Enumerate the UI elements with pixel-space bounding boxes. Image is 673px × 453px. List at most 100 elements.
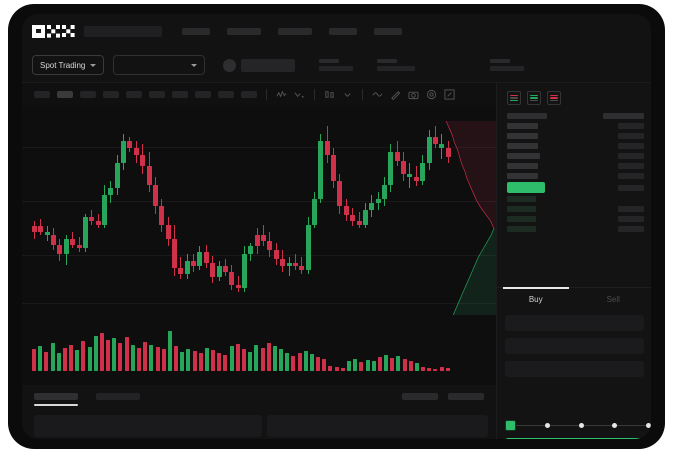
- camera-icon[interactable]: [408, 89, 419, 100]
- templates-icon[interactable]: [372, 89, 383, 100]
- tab-open-orders[interactable]: [34, 393, 78, 406]
- timeframe-button-5[interactable]: [126, 90, 142, 98]
- candlestick-type-icon[interactable]: [324, 89, 335, 100]
- market-type-select[interactable]: Spot Trading: [32, 55, 105, 75]
- trade-form: [505, 315, 644, 384]
- toolbar-divider: [362, 88, 363, 100]
- order-book-header: [497, 111, 651, 121]
- okx-logo-k: [47, 24, 60, 38]
- nav-link-1[interactable]: [182, 27, 210, 35]
- nav-links: [182, 27, 402, 35]
- volume-bar: [87, 347, 92, 371]
- stepper-step-3[interactable]: [578, 422, 584, 428]
- submit-order-button[interactable]: [505, 438, 644, 439]
- volume-bar: [124, 336, 129, 371]
- volume-series: [32, 331, 452, 371]
- orders-action-2[interactable]: [448, 393, 484, 400]
- timeframe-button-8[interactable]: [195, 90, 211, 98]
- volume-bar: [427, 367, 432, 371]
- tab-sell[interactable]: Sell: [606, 295, 620, 304]
- okx-logo-o: [32, 24, 45, 38]
- order-book-bid-row[interactable]: [497, 194, 651, 204]
- timeframe-button-6[interactable]: [149, 90, 165, 98]
- volume-bar: [93, 335, 98, 371]
- volume-chart[interactable]: [22, 315, 496, 385]
- volume-bar: [408, 360, 413, 371]
- stepper-step-1[interactable]: [505, 419, 516, 431]
- stepper-step-4[interactable]: [612, 422, 618, 428]
- nav-link-4[interactable]: [329, 27, 357, 35]
- order-book-ask-row[interactable]: [497, 121, 651, 131]
- nav-search-input[interactable]: [84, 25, 162, 37]
- timeframe-button-1[interactable]: [34, 90, 50, 98]
- timeframe-button-2[interactable]: [57, 90, 73, 98]
- volume-bar: [112, 338, 117, 371]
- volume-bar: [359, 362, 364, 371]
- stepper-step-5[interactable]: [646, 422, 651, 428]
- volume-bar: [204, 347, 209, 371]
- drawing-tools-icon[interactable]: [390, 89, 401, 100]
- volume-bar: [56, 353, 61, 371]
- price-field[interactable]: [505, 315, 644, 331]
- tab-order-history[interactable]: [96, 393, 140, 400]
- ask-price: [507, 173, 538, 179]
- volume-bar: [303, 351, 308, 371]
- stat-label: [490, 59, 511, 63]
- order-book-bid-row[interactable]: [497, 224, 651, 234]
- volume-bar: [279, 349, 284, 371]
- volume-bar: [291, 355, 296, 371]
- order-book-bid-row[interactable]: [497, 204, 651, 214]
- total-field[interactable]: [505, 361, 644, 377]
- timeframe-button-7[interactable]: [172, 90, 188, 98]
- indicators-icon[interactable]: [276, 89, 287, 100]
- ask-price: [507, 163, 538, 169]
- market-type-label: Spot Trading: [40, 60, 86, 70]
- order-book-ask-row[interactable]: [497, 141, 651, 151]
- stepper-line: [516, 424, 545, 426]
- bid-price: [507, 226, 536, 232]
- orders-action-1[interactable]: [402, 393, 438, 400]
- pair-bar: Spot Trading: [22, 48, 651, 83]
- volume-bar: [32, 349, 36, 371]
- settings-gear-icon[interactable]: [426, 89, 437, 100]
- okx-logo-icon[interactable]: [32, 24, 75, 38]
- volume-bar: [285, 352, 290, 371]
- compare-icon[interactable]: [294, 89, 305, 100]
- volume-bar: [186, 348, 191, 371]
- fullscreen-icon[interactable]: [444, 88, 455, 100]
- stepper-step-2[interactable]: [544, 422, 550, 428]
- bid-amount: [618, 196, 644, 202]
- orderbook-asks-icon[interactable]: [547, 91, 561, 105]
- nav-link-5[interactable]: [374, 27, 402, 35]
- order-book-ask-row[interactable]: [497, 151, 651, 161]
- chevron-down-icon[interactable]: [342, 89, 353, 100]
- gridline: [22, 303, 496, 304]
- order-book-ask-row[interactable]: [497, 131, 651, 141]
- order-book-ask-row[interactable]: [497, 171, 651, 181]
- stepper-line: [549, 424, 579, 426]
- timeframe-button-9[interactable]: [218, 90, 234, 98]
- nav-link-2[interactable]: [227, 27, 261, 35]
- bid-amount: [618, 216, 644, 222]
- timeframe-button-10[interactable]: [241, 90, 257, 98]
- volume-bar: [384, 355, 389, 371]
- stat-value: [490, 66, 525, 71]
- amount-field[interactable]: [505, 338, 644, 354]
- chevron-down-icon: [191, 63, 198, 67]
- ask-price: [507, 143, 538, 149]
- tab-buy[interactable]: Buy: [497, 287, 575, 311]
- volume-bar: [390, 358, 395, 371]
- timeframe-button-4[interactable]: [103, 90, 119, 98]
- candlestick-chart[interactable]: [22, 105, 496, 315]
- orderbook-both-icon[interactable]: [507, 91, 521, 105]
- stat-label: [319, 59, 340, 63]
- timeframe-button-3[interactable]: [80, 90, 96, 98]
- order-book-ask-row[interactable]: [497, 161, 651, 171]
- stepper-line: [583, 424, 613, 426]
- nav-link-3[interactable]: [278, 27, 312, 35]
- volume-bar: [402, 359, 407, 371]
- order-book-bid-row[interactable]: [497, 214, 651, 224]
- pair-select[interactable]: [113, 55, 206, 75]
- volume-bar: [328, 366, 333, 371]
- orderbook-bids-icon[interactable]: [527, 91, 541, 105]
